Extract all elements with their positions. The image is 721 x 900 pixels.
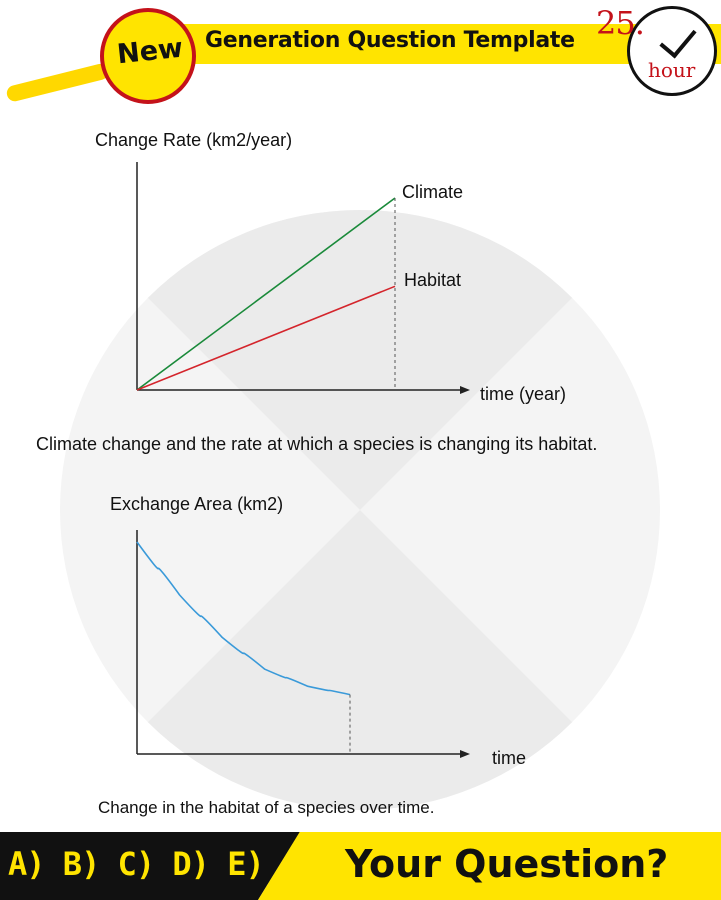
question-prompt: Your Question? bbox=[345, 842, 669, 886]
chart1-series-line-2 bbox=[136, 285, 396, 391]
footer-question-band bbox=[258, 832, 721, 900]
chart1-series-line-1 bbox=[136, 197, 396, 391]
chart1-x-axis-arrow bbox=[460, 386, 470, 394]
chart2-series-line-1 bbox=[136, 541, 351, 696]
chart1-ylabel: Change Rate (km2/year) bbox=[95, 130, 293, 150]
chart1-series-label-habitat: Habitat bbox=[404, 270, 462, 290]
header-bar bbox=[150, 24, 721, 64]
answer-options: A) B) C) D) E) bbox=[8, 845, 265, 883]
page-title: Generation Question Template bbox=[205, 28, 575, 53]
clock-icon bbox=[627, 6, 717, 96]
chart2-caption: Change in the habitat of a species over … bbox=[98, 798, 435, 817]
background-watermark bbox=[60, 210, 660, 810]
watermark-quadrant-top bbox=[60, 210, 660, 510]
clock-number: 25. bbox=[596, 4, 645, 42]
chart1-series-label-climate: Climate bbox=[402, 182, 464, 202]
watermark-quadrant-bottom bbox=[60, 510, 660, 810]
footer-answers-band bbox=[0, 832, 300, 900]
chart1-xlabel: time (year) bbox=[480, 384, 567, 404]
chart2-xlabel: time bbox=[492, 748, 527, 768]
magnifier-lens-icon bbox=[100, 8, 196, 104]
clock-unit: hour bbox=[648, 58, 696, 82]
chart2-x-axis-arrow bbox=[460, 750, 470, 758]
chart2-ylabel: Exchange Area (km2) bbox=[110, 494, 284, 514]
chart1-caption: Climate change and the rate at which a s… bbox=[36, 434, 598, 454]
